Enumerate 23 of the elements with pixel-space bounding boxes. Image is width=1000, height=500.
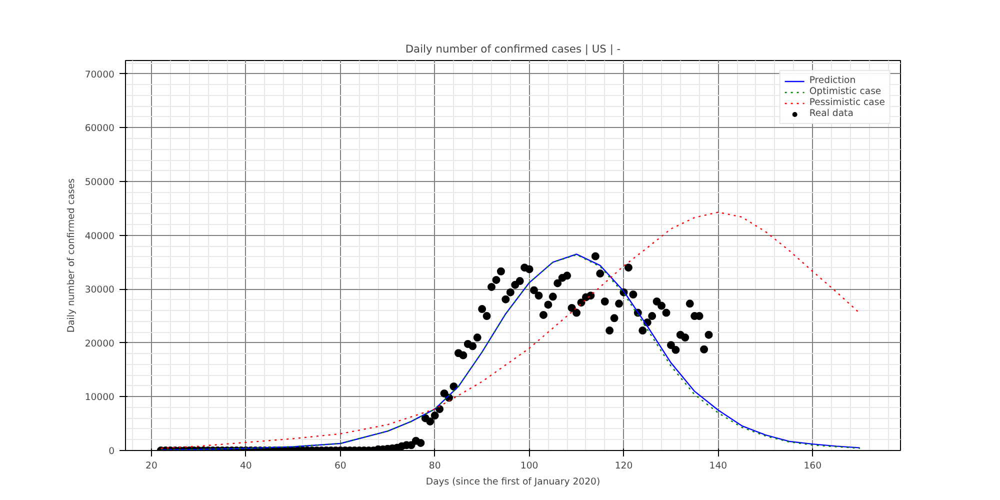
- y-axis-title: Daily number of confirmed cases: [66, 178, 77, 333]
- x-tick-label: 80: [428, 460, 441, 472]
- y-tick-label: 10000: [84, 392, 115, 404]
- legend-label: Real data: [809, 108, 854, 119]
- y-tick-label: 40000: [84, 230, 115, 242]
- legend-label: Prediction: [809, 75, 856, 86]
- x-tick-label: 20: [146, 460, 158, 472]
- legend-label: Optimistic case: [809, 86, 882, 97]
- chart-title: Daily number of confirmed cases | US | -: [405, 42, 621, 56]
- legend-label: Pessimistic case: [809, 97, 885, 108]
- x-tick-label: 100: [520, 460, 538, 472]
- x-tick-label: 60: [334, 460, 346, 472]
- x-tick-label: 40: [240, 460, 252, 472]
- x-axis-title: Days (since the first of January 2020): [426, 476, 600, 488]
- y-tick-label: 0: [108, 446, 115, 457]
- x-tick-label: 120: [614, 460, 633, 472]
- y-tick-label: 20000: [84, 338, 115, 350]
- y-tick-label: 50000: [84, 177, 115, 188]
- x-tick-label: 140: [709, 460, 728, 472]
- y-tick-label: 70000: [84, 69, 115, 80]
- y-tick-label: 60000: [84, 123, 115, 134]
- y-tick-label: 30000: [84, 284, 115, 296]
- x-tick-label: 160: [804, 460, 822, 472]
